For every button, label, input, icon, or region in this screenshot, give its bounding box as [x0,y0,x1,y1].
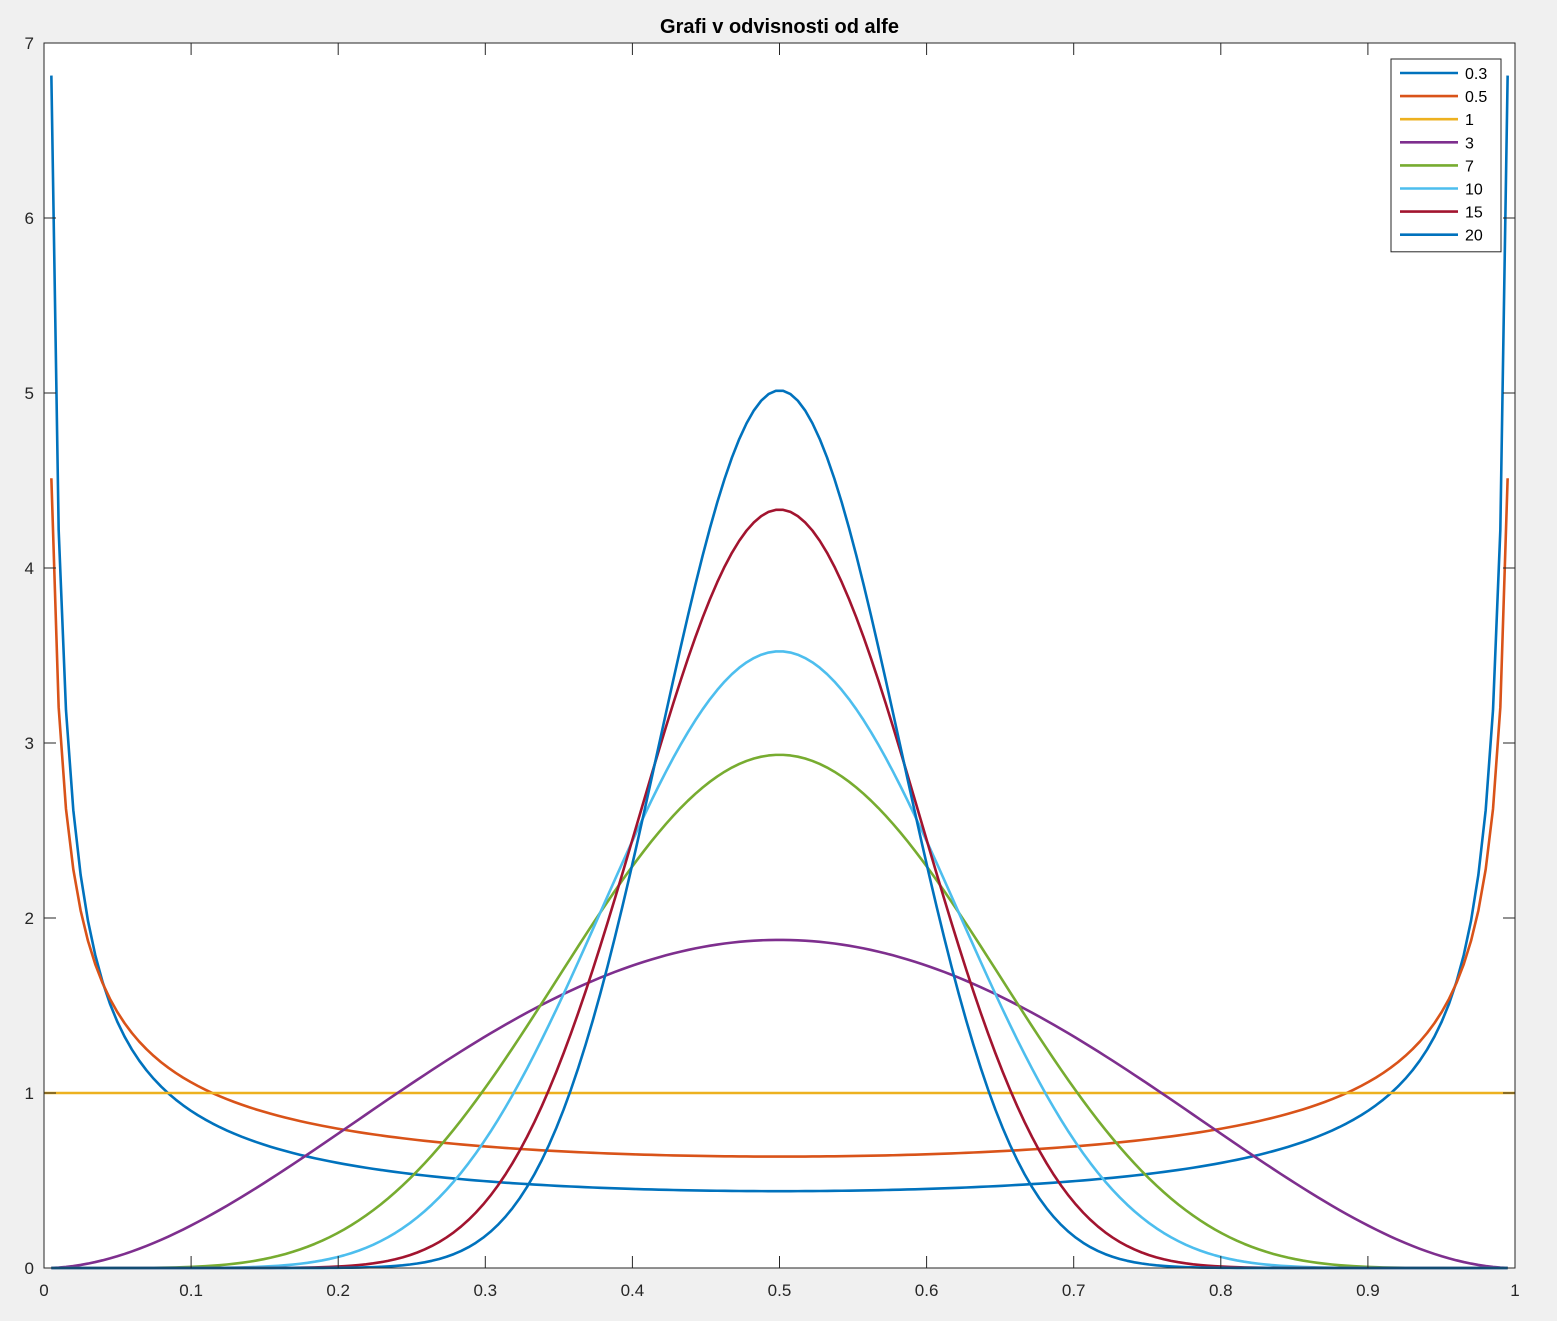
legend[interactable]: 0.3 0.5 1 3 7 10 15 20 [1390,58,1502,253]
y-tick-label: 2 [25,909,34,928]
series-line-alpha-3 [51,938,1508,1270]
series-line-alpha-0-5 [50,478,1509,1158]
x-tick-label: 0.2 [326,1281,350,1300]
y-tick-label: 6 [25,209,34,228]
legend-label: 1 [1465,112,1474,129]
y-tick-label: 0 [25,1259,34,1278]
y-tick-label: 5 [25,384,34,403]
axes-background [44,43,1515,1268]
x-tick-label: 0.5 [768,1281,792,1300]
legend-label: 15 [1465,205,1483,222]
series-line-alpha-10 [51,650,1508,1270]
y-tick-label: 3 [25,734,34,753]
x-tick-label: 0.9 [1356,1281,1380,1300]
legend-label: 7 [1465,158,1474,175]
x-tick-label: 0.4 [621,1281,645,1300]
x-tick-label: 1 [1510,1281,1519,1300]
legend-label: 0.3 [1465,66,1487,83]
x-tick-label: 0.1 [179,1281,203,1300]
chart-title: Grafi v odvisnosti od alfe [660,16,899,38]
y-tick-label: 1 [25,1084,34,1103]
legend-label: 20 [1465,228,1483,245]
x-tick-label: 0.7 [1062,1281,1086,1300]
x-tick-label: 0.6 [915,1281,939,1300]
axis-ticks [43,42,1516,1269]
y-axis-tick-labels: 0 1 2 3 4 5 6 7 [25,34,34,1278]
series-line-alpha-0-3 [50,75,1509,1193]
y-tick-label: 7 [25,34,34,53]
x-tick-label: 0 [39,1281,48,1300]
x-axis-tick-labels: 0 0.1 0.2 0.3 0.4 0.5 0.6 0.7 0.8 0.9 1 [39,1281,1519,1300]
y-tick-label: 4 [25,559,34,578]
x-tick-label: 0.8 [1209,1281,1233,1300]
series-line-alpha-7 [51,753,1508,1270]
legend-label: 3 [1465,135,1474,152]
legend-label: 0.5 [1465,89,1487,106]
legend-box [1390,58,1502,253]
x-tick-label: 0.3 [473,1281,497,1300]
legend-label: 10 [1465,182,1483,199]
